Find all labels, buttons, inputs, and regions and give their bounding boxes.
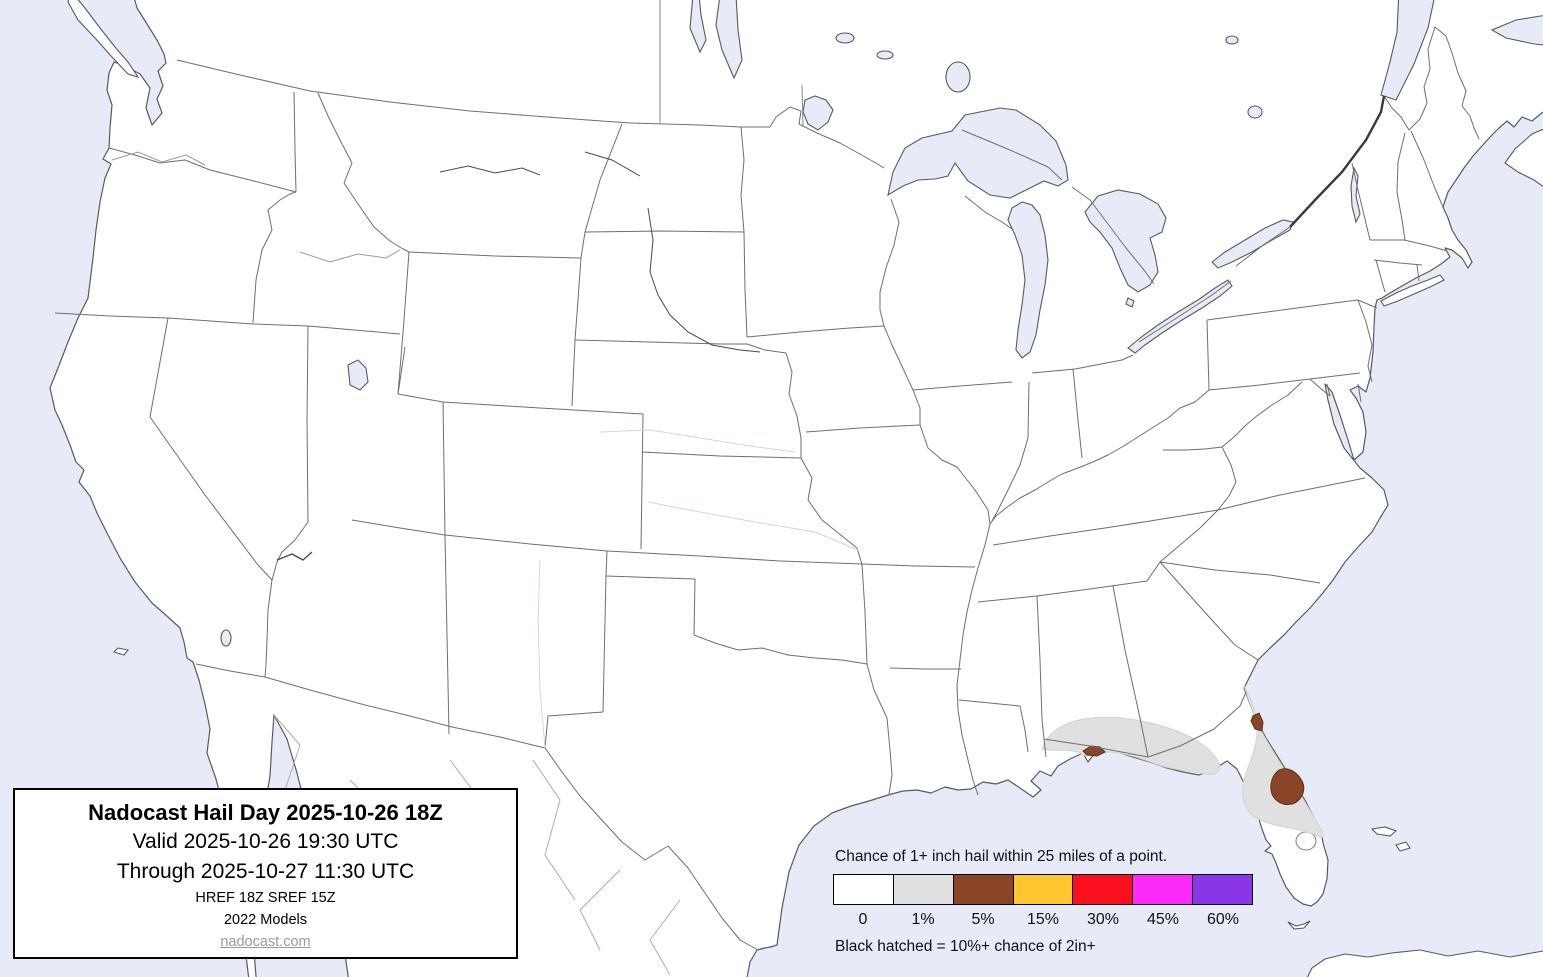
ontario-lake-1 [835, 32, 855, 44]
snake-river [299, 249, 401, 263]
florida-keys [1287, 920, 1311, 930]
legend-swatch-0 [834, 875, 894, 904]
quebec-lake-2 [1225, 35, 1239, 45]
bahamas-island-2 [1395, 841, 1411, 852]
legend-label-0: 0 [858, 911, 868, 928]
rio-grande-nm [537, 559, 546, 749]
model-year-info: 2022 Models [223, 912, 308, 928]
long-island [1380, 274, 1445, 307]
missouri-river-mt [439, 165, 541, 176]
legend-hatched-note: Black hatched = 10%+ chance of 2in+ [835, 938, 1096, 955]
nadocast-site-link[interactable]: nadocast.com [220, 934, 311, 950]
legend-swatch-30 [1073, 875, 1134, 904]
model-run-info: HREF 18Z SREF 15Z [195, 890, 336, 906]
lake-nipigon [945, 61, 971, 93]
legend-swatch-1 [893, 875, 954, 904]
missouri-river-nd [584, 151, 641, 177]
hail-probability-overlays [1041, 685, 1324, 838]
state-borders [54, 0, 1480, 951]
hail-region-florida-atlantic-1pct [1242, 685, 1324, 838]
lake-of-the-woods [802, 95, 834, 131]
st-lawrence-border [1289, 95, 1386, 228]
vancouver-island [67, 0, 140, 78]
missouri-river-sd [647, 207, 761, 353]
hail-probability-legend: Chance of 1+ inch hail within 25 miles o… [833, 848, 1263, 956]
quebec-lake-1 [1247, 105, 1263, 119]
legend-swatch-60 [1193, 875, 1253, 904]
legend-swatch-45 [1133, 875, 1194, 904]
rivers [111, 151, 859, 749]
lake-winnipegosis [689, 0, 707, 54]
legend-label-row: 0 1% 5% 15% 30% 45% 60% [833, 911, 1253, 929]
great-salt-lake [347, 359, 369, 391]
site-link-row: nadocast.com [15, 931, 516, 954]
legend-label-30: 30% [1086, 911, 1120, 928]
lake-michigan [1007, 201, 1049, 359]
lake-st-clair [1125, 297, 1135, 308]
through-time: Through 2025-10-27 11:30 UTC [116, 860, 415, 883]
legend-label-60: 60% [1206, 911, 1240, 928]
lake-superior [887, 107, 1069, 199]
salton-sea [220, 629, 232, 647]
legend-swatch-row [833, 874, 1253, 905]
arkansas-river [647, 501, 859, 551]
channel-island [112, 647, 129, 656]
forecast-title: Nadocast Hail Day 2025-10-26 18Z [88, 800, 443, 825]
lakes [220, 0, 1543, 851]
legend-swatch-5 [953, 875, 1014, 904]
lake-winnipeg [715, 0, 743, 80]
legend-label-45: 45% [1146, 911, 1180, 928]
forecast-title-box: Nadocast Hail Day 2025-10-26 18Z Valid 2… [13, 788, 518, 959]
nova-scotia [1504, 128, 1543, 188]
lake-huron [1084, 189, 1167, 293]
lake-champlain [1350, 166, 1361, 224]
hail-region-florida-central-5pct [1270, 768, 1305, 806]
legend-label-1: 1% [911, 911, 935, 928]
ontario-lake-2 [876, 50, 894, 60]
platte-river [599, 429, 796, 453]
columbia-river [111, 151, 206, 166]
st-lawrence-estuary [1380, 0, 1435, 101]
legend-swatch-15 [1013, 875, 1074, 904]
hail-region-florida-north-5pct [1250, 712, 1264, 732]
cuba-coast [1306, 949, 1543, 977]
valid-time: Valid 2025-10-26 19:30 UTC [132, 830, 399, 853]
legend-heading: Chance of 1+ inch hail within 25 miles o… [835, 848, 1168, 865]
islands [67, 0, 1543, 977]
legend-label-5: 5% [971, 911, 995, 928]
legend-label-15: 15% [1026, 911, 1060, 928]
bahamas-island [1370, 826, 1398, 837]
chaleur-bay [1490, 15, 1543, 46]
lake-erie [1127, 279, 1233, 354]
